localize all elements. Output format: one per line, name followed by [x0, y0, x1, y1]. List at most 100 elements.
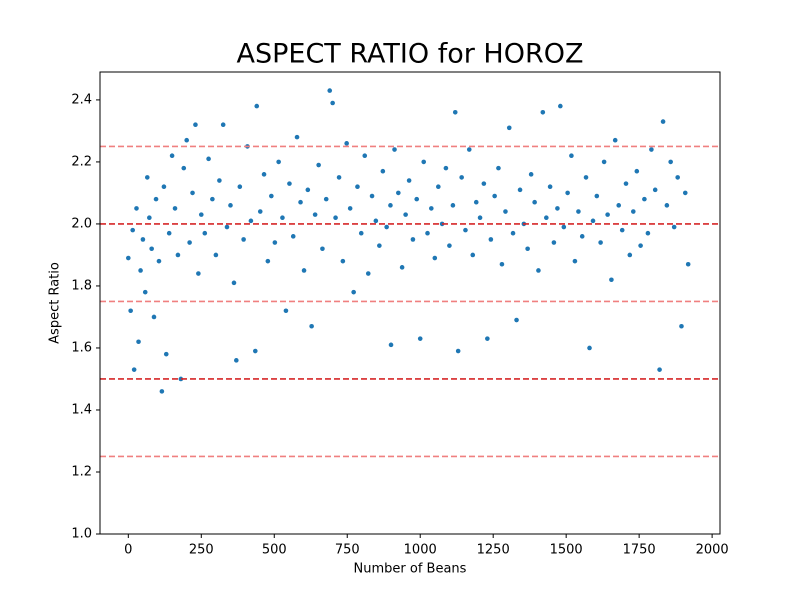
data-point — [193, 122, 198, 128]
data-point — [668, 159, 673, 165]
data-point — [384, 224, 389, 230]
data-point — [272, 240, 278, 245]
data-point — [403, 212, 408, 217]
x-tick-label: 2000 — [696, 543, 729, 558]
data-point — [536, 268, 541, 273]
data-point — [269, 193, 274, 199]
data-point — [528, 172, 534, 177]
data-point — [210, 196, 215, 202]
data-point — [309, 323, 314, 329]
data-point — [175, 252, 181, 258]
data-point — [172, 206, 178, 211]
plot-frame — [99, 71, 721, 535]
x-tick-label: 500 — [262, 543, 287, 558]
data-point — [532, 199, 537, 205]
data-point — [142, 289, 148, 295]
y-tick-label: 1.2 — [71, 464, 92, 479]
x-tick-label: 1000 — [404, 543, 437, 558]
data-point — [514, 317, 519, 323]
data-point — [481, 181, 487, 186]
data-point — [305, 187, 311, 193]
data-point — [301, 268, 307, 273]
data-point — [682, 190, 688, 196]
data-point — [561, 224, 567, 230]
data-point — [496, 165, 501, 171]
data-point — [598, 240, 603, 245]
data-point — [128, 308, 133, 314]
data-point — [594, 193, 600, 199]
data-point — [287, 181, 292, 186]
data-point — [459, 175, 464, 180]
data-point — [506, 125, 512, 131]
data-point — [466, 147, 472, 152]
data-point — [248, 218, 254, 224]
y-tick-label: 1.4 — [71, 402, 92, 417]
data-point — [455, 348, 461, 354]
data-point — [450, 203, 456, 208]
data-point — [198, 212, 204, 217]
data-point — [261, 172, 267, 177]
data-point — [652, 187, 658, 193]
data-point — [280, 215, 285, 221]
data-point — [330, 100, 335, 106]
data-point — [138, 268, 143, 273]
data-point — [572, 258, 578, 264]
data-point — [436, 184, 441, 190]
data-point — [327, 88, 333, 93]
y-tick-label: 1.8 — [71, 278, 92, 293]
data-point — [609, 277, 614, 283]
data-point — [583, 175, 589, 180]
data-point — [463, 227, 468, 233]
data-point — [196, 271, 201, 276]
data-point — [130, 227, 135, 233]
x-tick-label: 1750 — [623, 543, 656, 558]
data-point — [237, 184, 243, 190]
data-point — [547, 184, 553, 190]
data-point — [579, 234, 585, 239]
data-point — [144, 175, 150, 180]
data-point — [312, 212, 318, 217]
data-point — [252, 348, 258, 354]
data-point — [156, 258, 162, 264]
data-point — [569, 153, 574, 159]
data-point — [590, 218, 596, 224]
data-point — [488, 237, 494, 242]
data-point — [477, 215, 483, 221]
data-point — [228, 203, 233, 208]
data-point — [540, 110, 546, 115]
data-point — [473, 199, 479, 205]
data-point — [224, 224, 230, 230]
data-point — [410, 237, 416, 242]
data-point — [587, 345, 592, 351]
data-point — [166, 230, 172, 236]
data-point — [265, 258, 271, 264]
data-point — [612, 137, 618, 143]
data-point — [131, 367, 137, 372]
data-point — [159, 389, 165, 394]
data-point — [406, 178, 412, 183]
data-point — [627, 252, 633, 258]
x-tick-label: 0 — [124, 543, 132, 558]
y-tick-label: 1.0 — [71, 527, 92, 542]
data-point — [421, 159, 427, 165]
data-point — [685, 261, 691, 267]
y-axis-label: Aspect Ratio — [48, 262, 63, 344]
data-point — [605, 212, 610, 217]
data-point — [217, 178, 222, 183]
data-point — [377, 243, 382, 248]
data-point — [470, 252, 476, 258]
data-point — [447, 243, 452, 248]
data-point — [136, 339, 141, 345]
data-point — [206, 156, 211, 162]
data-point — [558, 103, 563, 109]
data-point — [153, 196, 159, 202]
data-point — [392, 147, 397, 152]
data-point — [344, 141, 349, 146]
data-point — [657, 367, 662, 372]
data-point — [492, 193, 497, 199]
data-point — [320, 246, 325, 252]
data-point — [147, 215, 152, 221]
data-point — [336, 175, 342, 180]
